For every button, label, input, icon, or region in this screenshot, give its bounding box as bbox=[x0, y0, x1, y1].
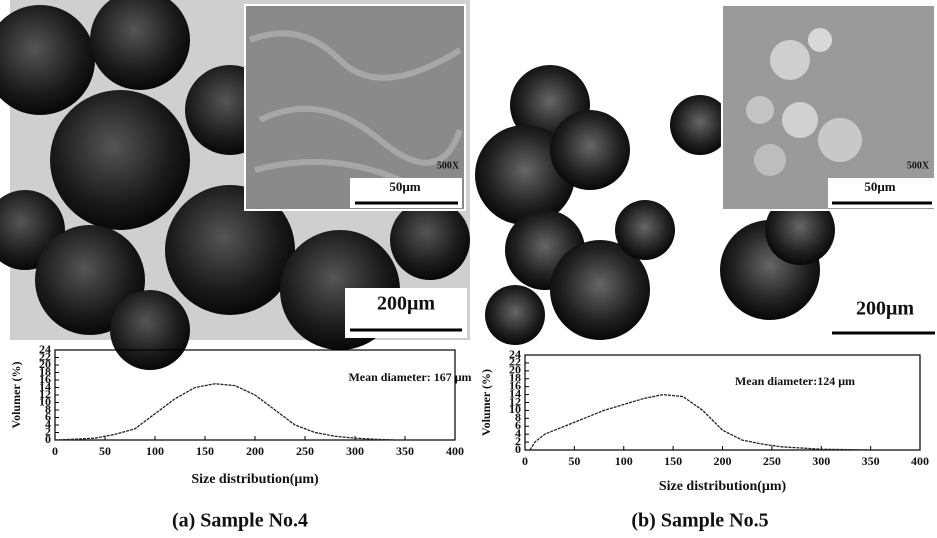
x-tick-label: 300 bbox=[812, 454, 830, 468]
data-line bbox=[530, 395, 871, 450]
scale-bar-label: 200μm bbox=[377, 293, 435, 315]
x-tick-label: 400 bbox=[446, 444, 464, 458]
micrograph-a: 500X 50μm 200μm bbox=[0, 0, 470, 370]
x-tick-label: 50 bbox=[99, 444, 111, 458]
magnification: 500X bbox=[437, 160, 460, 171]
plot-frame bbox=[525, 355, 920, 450]
x-tick-label: 0 bbox=[522, 454, 528, 468]
micrograph-b: 500X 50μm 200μm bbox=[475, 0, 935, 345]
figure: 500X 50μm 200μm 500X 50μm 200μm 02468101… bbox=[0, 0, 937, 538]
y-axis-label: Volumer (%) bbox=[9, 362, 23, 429]
x-tick-label: 250 bbox=[763, 454, 781, 468]
scale-bar-label: 200μm bbox=[856, 298, 914, 320]
caption: (a) Sample No.4 bbox=[172, 510, 308, 532]
x-tick-label: 200 bbox=[246, 444, 264, 458]
x-tick-label: 400 bbox=[911, 454, 929, 468]
annotation: Mean diameter:124 μm bbox=[735, 374, 855, 388]
x-axis-label: Size distribution(μm) bbox=[191, 472, 319, 487]
y-tick-label: 24 bbox=[39, 342, 51, 356]
magnification: 500X bbox=[907, 160, 930, 171]
caption: (b) Sample No.5 bbox=[631, 510, 768, 532]
x-tick-label: 350 bbox=[862, 454, 880, 468]
x-tick-label: 350 bbox=[396, 444, 414, 458]
x-tick-label: 250 bbox=[296, 444, 314, 458]
inset-scale: 50μm bbox=[864, 179, 895, 194]
x-tick-label: 100 bbox=[615, 454, 633, 468]
x-tick-label: 150 bbox=[196, 444, 214, 458]
x-tick-label: 100 bbox=[146, 444, 164, 458]
x-tick-label: 0 bbox=[52, 444, 58, 458]
annotation: Mean diameter: 167 μm bbox=[348, 370, 471, 384]
x-tick-label: 200 bbox=[714, 454, 732, 468]
y-tick-label: 24 bbox=[509, 347, 521, 361]
inset-scale: 50μm bbox=[389, 179, 420, 194]
x-tick-label: 300 bbox=[346, 444, 364, 458]
x-tick-label: 50 bbox=[568, 454, 580, 468]
x-tick-label: 150 bbox=[664, 454, 682, 468]
y-axis-label: Volumer (%) bbox=[479, 369, 493, 436]
data-line bbox=[55, 384, 395, 440]
x-axis-label: Size distribution(μm) bbox=[659, 479, 787, 494]
